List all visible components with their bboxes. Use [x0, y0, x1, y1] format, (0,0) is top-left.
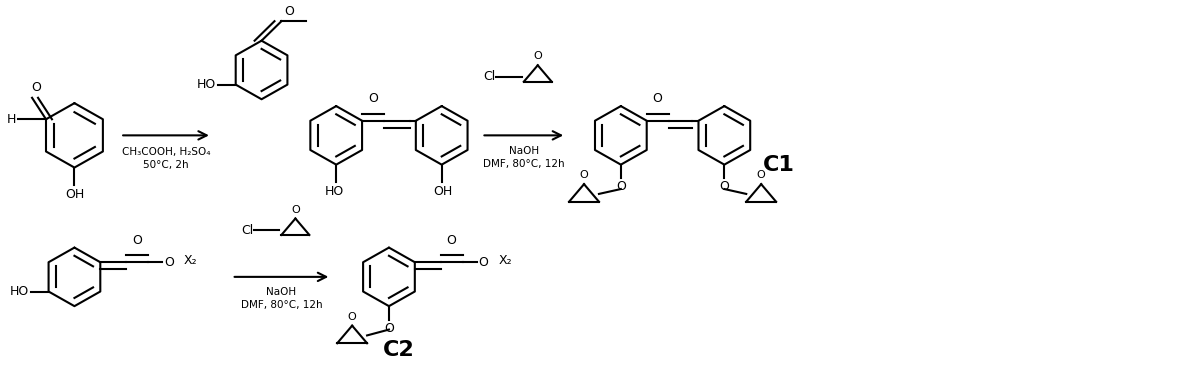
- Text: Cl: Cl: [241, 224, 254, 236]
- Text: DMF, 80°C, 12h: DMF, 80°C, 12h: [483, 159, 565, 169]
- Text: OH: OH: [433, 185, 452, 198]
- Text: Cl: Cl: [484, 70, 496, 83]
- Text: C2: C2: [383, 340, 415, 360]
- Text: O: O: [580, 170, 588, 180]
- Text: H: H: [7, 113, 17, 126]
- Text: NaOH: NaOH: [509, 146, 538, 156]
- Text: X₂: X₂: [184, 254, 198, 267]
- Text: HO: HO: [9, 285, 28, 298]
- Text: O: O: [285, 5, 294, 18]
- Text: CH₃COOH, H₂SO₄: CH₃COOH, H₂SO₄: [122, 147, 210, 157]
- Text: O: O: [347, 312, 357, 322]
- Text: 50°C, 2h: 50°C, 2h: [144, 160, 189, 170]
- Text: O: O: [384, 322, 394, 335]
- Text: HO: HO: [325, 185, 344, 198]
- Text: DMF, 80°C, 12h: DMF, 80°C, 12h: [241, 300, 323, 310]
- Text: HO: HO: [197, 78, 216, 91]
- Text: O: O: [757, 170, 765, 180]
- Text: O: O: [652, 92, 663, 105]
- Text: O: O: [132, 234, 142, 247]
- Text: C1: C1: [763, 155, 795, 175]
- Text: O: O: [534, 51, 542, 62]
- Text: O: O: [447, 234, 457, 247]
- Text: O: O: [291, 205, 300, 215]
- Text: O: O: [616, 180, 626, 193]
- Text: NaOH: NaOH: [267, 287, 296, 296]
- Text: O: O: [31, 81, 42, 94]
- Text: O: O: [368, 92, 378, 105]
- Text: O: O: [478, 256, 489, 269]
- Text: X₂: X₂: [498, 254, 512, 267]
- Text: O: O: [164, 256, 174, 269]
- Text: O: O: [720, 180, 729, 193]
- Text: OH: OH: [65, 188, 84, 201]
